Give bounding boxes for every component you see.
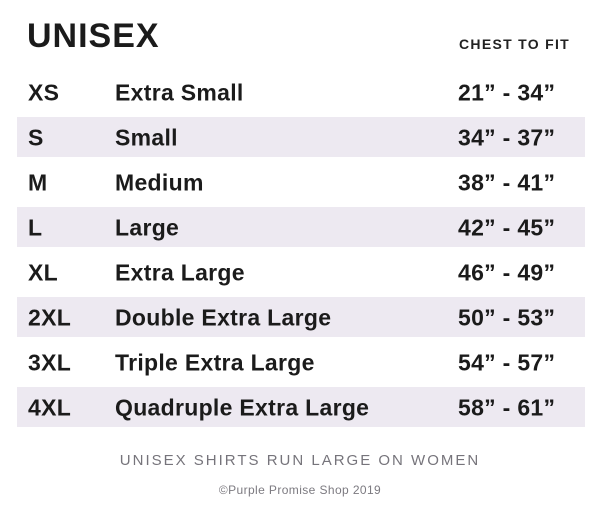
size-code: 2XL <box>28 304 72 330</box>
table-row: 3XL Triple Extra Large 54” - 57” <box>0 340 600 385</box>
size-label: Small <box>115 124 178 150</box>
chest-range: 21” - 34” <box>458 79 556 105</box>
chest-range: 42” - 45” <box>458 214 556 240</box>
size-code: XS <box>28 79 60 105</box>
size-code: 3XL <box>28 349 72 375</box>
chest-range: 54” - 57” <box>458 349 556 375</box>
table-row: 4XL Quadruple Extra Large 58” - 61” <box>0 385 600 430</box>
size-code: XL <box>28 259 58 285</box>
chest-range: 38” - 41” <box>458 169 556 195</box>
table-row: 2XL Double Extra Large 50” - 53” <box>0 295 600 340</box>
size-label: Large <box>115 214 180 240</box>
table-row: XS Extra Small 21” - 34” <box>0 70 600 115</box>
size-code: S <box>28 124 44 150</box>
size-label: Quadruple Extra Large <box>115 394 370 420</box>
chest-range: 34” - 37” <box>458 124 556 150</box>
chest-range: 46” - 49” <box>458 259 556 285</box>
table-row: M Medium 38” - 41” <box>0 160 600 205</box>
chest-range: 58” - 61” <box>458 394 556 420</box>
size-code: 4XL <box>28 394 72 420</box>
size-label: Medium <box>115 169 204 195</box>
page-title: UNISEX <box>27 17 160 55</box>
chest-to-fit-header: CHEST TO FIT <box>459 36 571 52</box>
chest-range: 50” - 53” <box>458 304 556 330</box>
size-label: Double Extra Large <box>115 304 332 330</box>
table-row: S Small 34” - 37” <box>0 115 600 160</box>
table-row: L Large 42” - 45” <box>0 205 600 250</box>
size-label: Extra Large <box>115 259 245 285</box>
copyright: ©Purple Promise Shop 2019 <box>218 483 382 497</box>
size-code: M <box>28 169 48 195</box>
size-table: XS Extra Small 21” - 34” S Small 34” - 37” M Me… <box>0 70 600 430</box>
size-label: Extra Small <box>115 79 244 105</box>
table-row: XL Extra Large 46” - 49” <box>0 250 600 295</box>
size-label: Triple Extra Large <box>115 349 315 375</box>
fit-note: UNISEX SHIRTS RUN LARGE ON WOMEN <box>119 452 481 469</box>
size-code: L <box>28 214 43 240</box>
